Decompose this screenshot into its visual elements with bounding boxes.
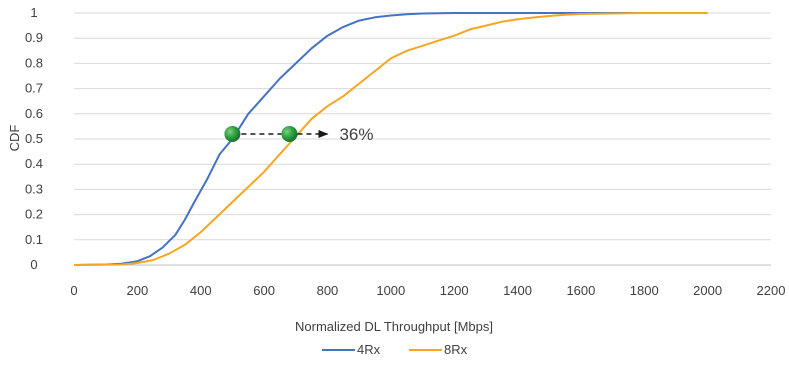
- y-tick-label: 0.4: [25, 156, 43, 171]
- y-tick-label: 0.3: [25, 181, 43, 196]
- x-tick-label: 2000: [693, 283, 722, 298]
- series-line-8rx: [73, 12, 708, 266]
- x-tick-label: 1200: [440, 283, 469, 298]
- y-axis-label: CDF: [7, 125, 22, 152]
- y-tick-label: 0.9: [25, 30, 43, 45]
- x-tick-label: 200: [127, 283, 149, 298]
- x-tick-label: 1800: [630, 283, 659, 298]
- x-tick-label: 1000: [376, 283, 405, 298]
- x-tick-label: 1600: [566, 283, 595, 298]
- y-tick-label: 0: [30, 257, 37, 272]
- x-tick-label: 2200: [757, 283, 786, 298]
- axes: 0 0.1 0.2 0.3 0.4 0.5 0.6 0.7 0.8 0.9 1 0 200 400 600 8…: [25, 5, 786, 298]
- x-tick-label: 1400: [503, 283, 532, 298]
- y-tick-label: 0.2: [25, 207, 43, 222]
- y-tick-label: 0.7: [25, 81, 43, 96]
- x-tick-label: 600: [253, 283, 275, 298]
- y-tick-label: 1: [30, 5, 37, 20]
- marker-4rx: [224, 125, 241, 142]
- annotation: 36%: [224, 125, 373, 144]
- marker-8rx: [281, 125, 298, 142]
- legend-label-4rx: 4Rx: [357, 342, 381, 357]
- y-tick-label: 0.8: [25, 55, 43, 70]
- gridlines: [74, 12, 771, 241]
- annotation-label: 36%: [339, 125, 373, 144]
- legend: 4Rx 8Rx: [322, 342, 468, 357]
- series-line-4rx: [73, 12, 708, 266]
- x-tick-label: 800: [317, 283, 339, 298]
- x-axis-label: Normalized DL Throughput [Mbps]: [295, 319, 493, 334]
- y-tick-label: 0.5: [25, 131, 43, 146]
- legend-label-8rx: 8Rx: [444, 342, 468, 357]
- series-lines: [73, 12, 708, 266]
- x-tick-label: 400: [190, 283, 212, 298]
- x-tick-label: 0: [70, 283, 77, 298]
- y-tick-label: 0.6: [25, 106, 43, 121]
- y-tick-label: 0.1: [25, 232, 43, 247]
